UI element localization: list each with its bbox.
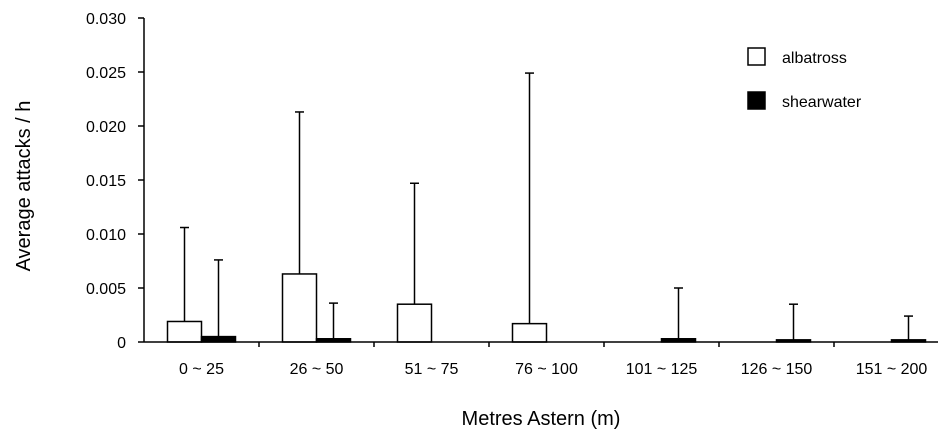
x-axis-tick-labels: 0 ~ 25 26 ~ 50 51 ~ 75 76 ~ 100 101 ~ 125 126… xyxy=(179,342,927,378)
x-tick-label: 101 ~ 125 xyxy=(626,361,698,378)
legend-label-albatross: albatross xyxy=(782,50,847,67)
y-tick-label: 0.025 xyxy=(86,65,126,82)
y-tick-label: 0.020 xyxy=(86,119,126,136)
legend-label-shearwater: shearwater xyxy=(782,94,862,111)
bar-albatross xyxy=(396,303,433,343)
y-tick-label: 0.030 xyxy=(86,11,126,28)
bar-albatross xyxy=(511,322,548,343)
y-axis-ticks: 0 0.005 0.010 0.015 0.020 0.025 0.030 xyxy=(86,11,144,352)
bar-albatross xyxy=(166,320,203,343)
x-tick-label: 51 ~ 75 xyxy=(405,361,459,378)
x-tick-label: 0 ~ 25 xyxy=(179,361,224,378)
bar-shearwater xyxy=(200,335,237,343)
bar-albatross xyxy=(281,273,318,343)
x-tick-label: 26 ~ 50 xyxy=(290,361,344,378)
bars-group xyxy=(166,273,927,343)
x-tick-label: 76 ~ 100 xyxy=(515,361,578,378)
x-tick-label: 151 ~ 200 xyxy=(856,361,928,378)
legend: albatross shearwater xyxy=(747,47,862,111)
y-tick-label: 0.010 xyxy=(86,227,126,244)
y-tick-label: 0 xyxy=(117,335,126,352)
x-axis-title: Metres Astern (m) xyxy=(462,408,621,430)
legend-swatch-albatross xyxy=(747,47,766,66)
x-tick-label: 126 ~ 150 xyxy=(741,361,813,378)
legend-swatch-shearwater xyxy=(747,91,766,110)
y-tick-label: 0.015 xyxy=(86,173,126,190)
error-bars-group xyxy=(180,72,913,340)
y-axis-title: Average attacks / h xyxy=(13,101,35,272)
y-tick-label: 0.005 xyxy=(86,281,126,298)
